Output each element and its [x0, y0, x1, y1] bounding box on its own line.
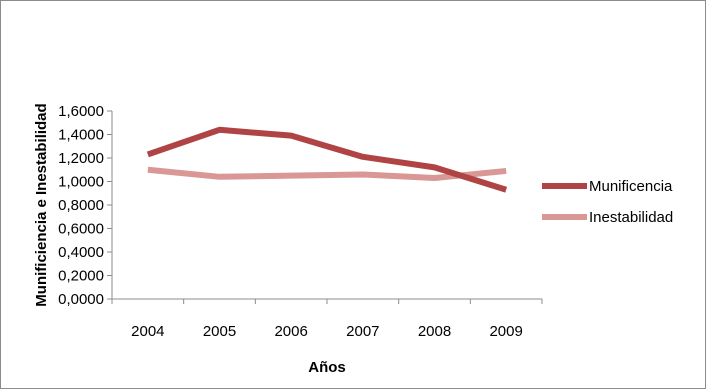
x-tick-label: 2005 — [203, 323, 236, 340]
x-tick-label: 2006 — [274, 323, 307, 340]
legend: Munificencia Inestabilidad — [542, 178, 673, 226]
legend-label-inestabilidad: Inestabilidad — [589, 209, 673, 226]
x-axis: 2004 2005 2006 2007 2008 2009 — [111, 298, 543, 340]
x-axis-title: Años — [308, 359, 346, 376]
series-line-inestabilidad — [147, 166, 507, 181]
series-line-munificencia — [146, 126, 508, 193]
series-group — [146, 126, 508, 193]
y-tick-label: 1,4000 — [58, 127, 104, 144]
x-tick-label: 2009 — [489, 323, 522, 340]
y-tick-label: 1,0000 — [58, 174, 104, 191]
x-tick-label: 2004 — [131, 323, 164, 340]
y-tick-label: 0,0000 — [58, 291, 104, 308]
y-tick-label: 1,6000 — [58, 103, 104, 120]
y-tick-label: 0,4000 — [58, 244, 104, 261]
x-tick-label: 2008 — [418, 323, 451, 340]
y-tick-label: 0,2000 — [58, 268, 104, 285]
y-axis: 0,0000 0,2000 0,4000 0,6000 0,8000 1,0000 1,20… — [58, 103, 113, 308]
y-axis-title: Munificiencia e Inestabilidad — [33, 103, 50, 306]
y-tick-label: 1,2000 — [58, 150, 104, 167]
y-tick-label: 0,8000 — [58, 197, 104, 214]
x-tick-label: 2007 — [346, 323, 379, 340]
y-tick-label: 0,6000 — [58, 221, 104, 238]
legend-label-munificencia: Munificencia — [589, 178, 673, 195]
